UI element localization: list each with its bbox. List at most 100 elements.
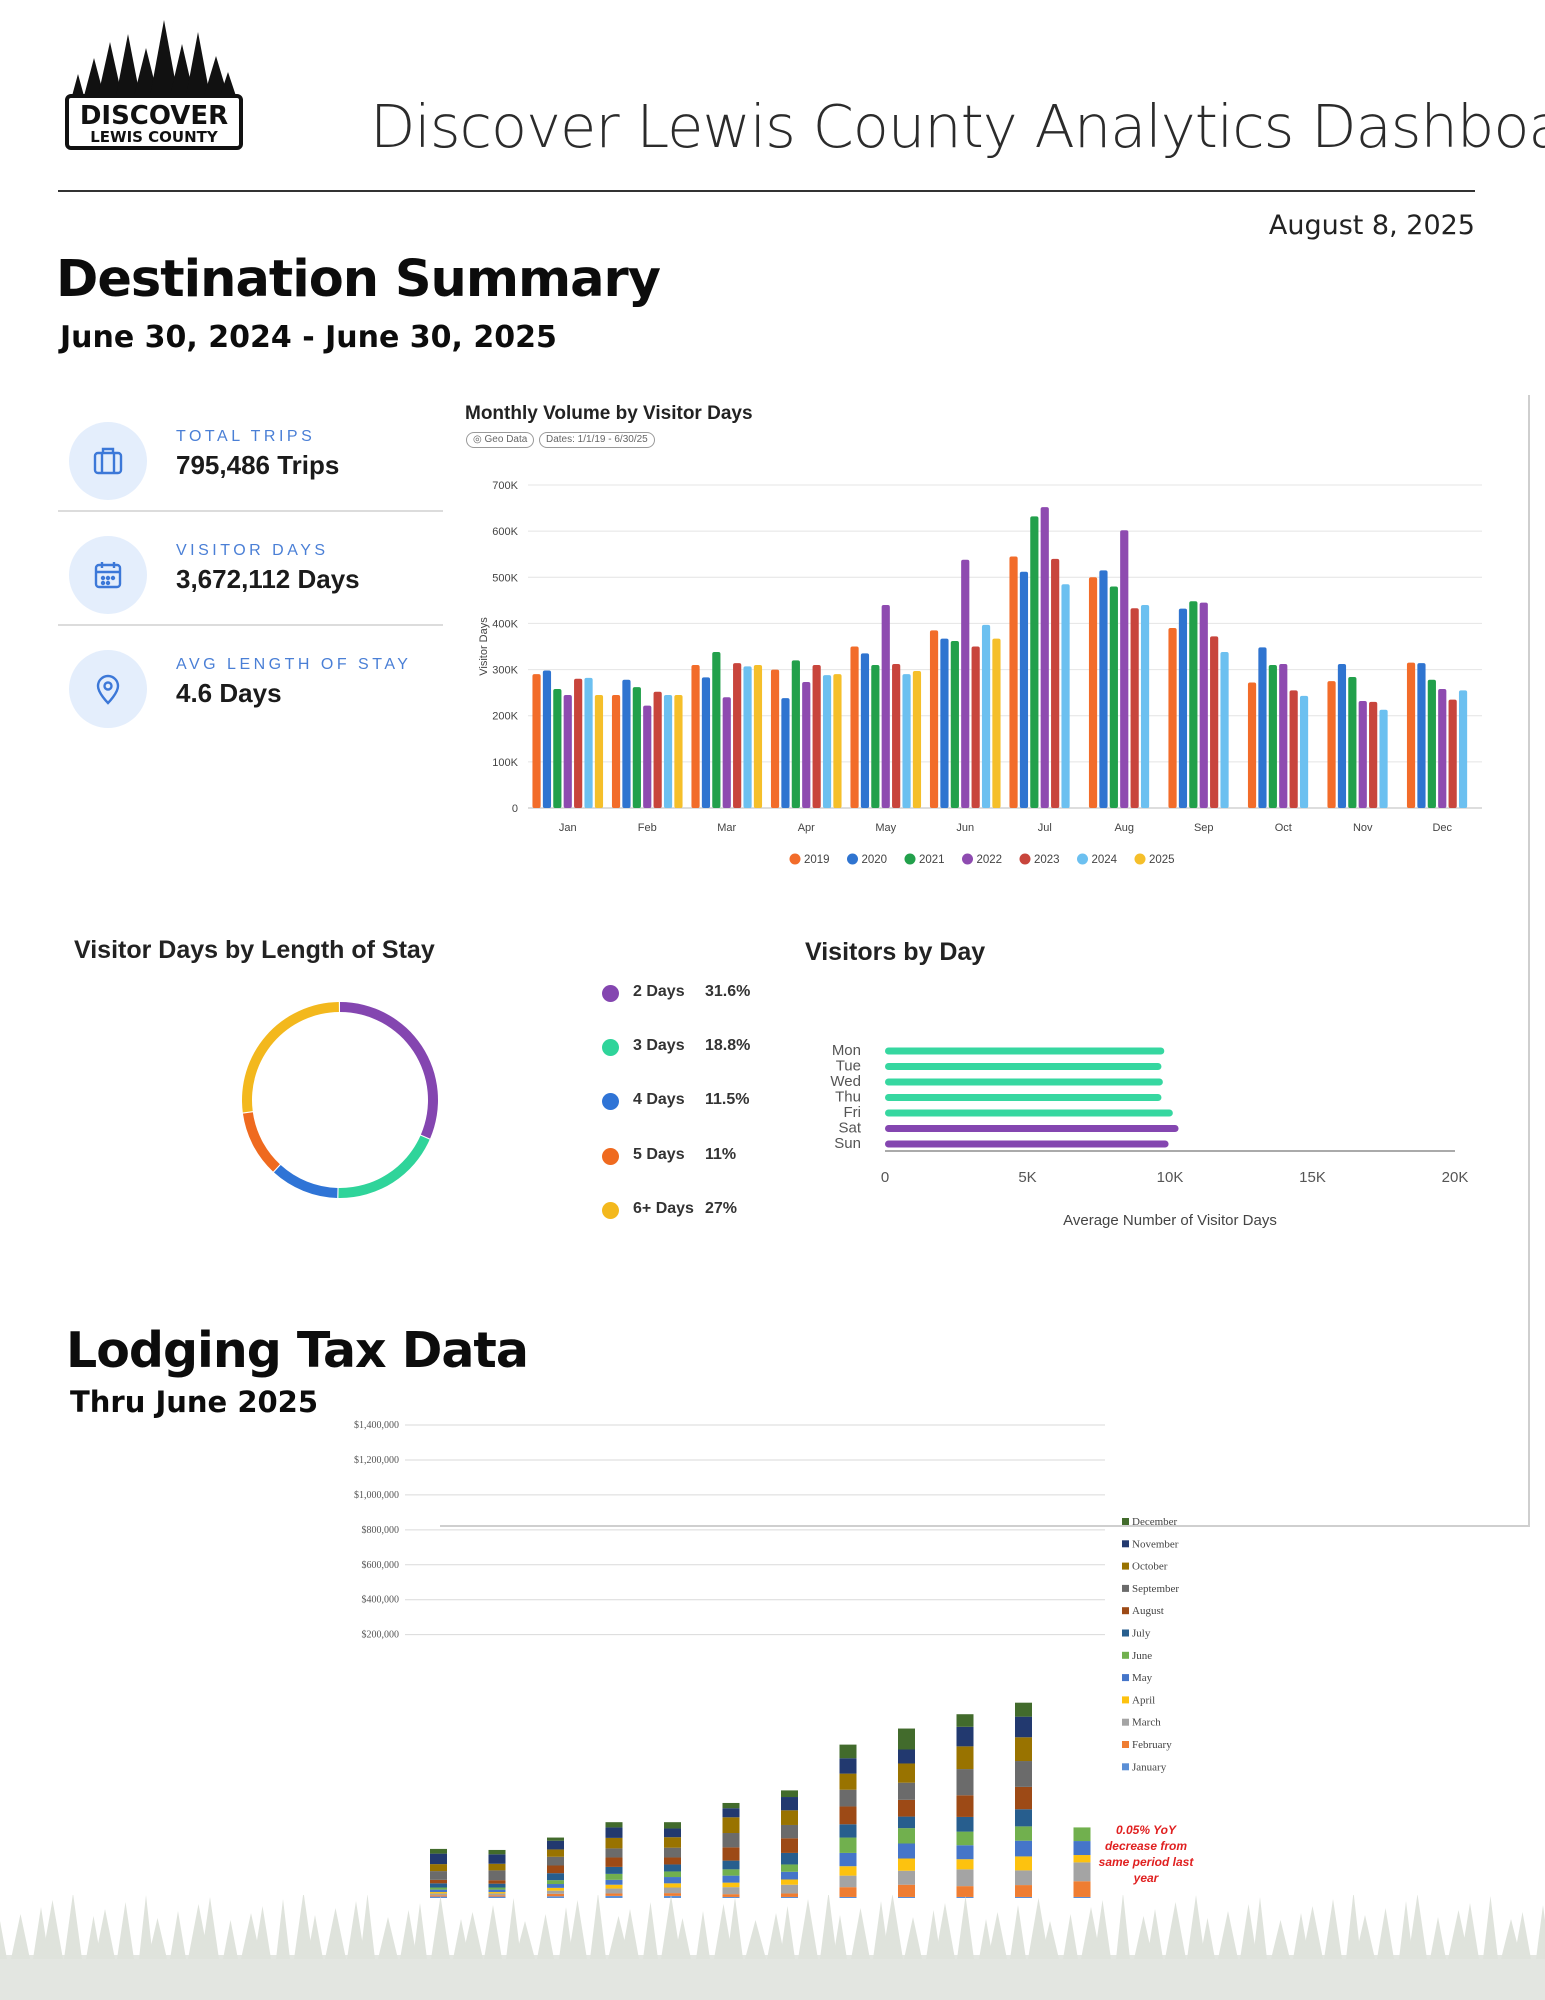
legend-label-2024: 2024	[1092, 854, 1118, 866]
stack-segment-september	[430, 1871, 447, 1880]
bar-2021-Sep	[1189, 601, 1198, 808]
stack-segment-august	[839, 1806, 857, 1825]
legend-name: 5 Days	[633, 1146, 685, 1163]
legend-marker-2023	[1019, 853, 1031, 865]
stack-segment-april	[664, 1883, 681, 1888]
visitors-by-day-title: Visitors by Day	[805, 938, 986, 966]
stack-segment-june	[605, 1873, 623, 1880]
stack-segment-october	[430, 1864, 447, 1872]
tree-shape	[0, 1921, 7, 1959]
stack-segment-october	[547, 1849, 564, 1857]
bar-2023-Apr	[812, 664, 821, 808]
stack-segment-november	[956, 1726, 974, 1747]
bar-2023-Nov	[1369, 701, 1378, 808]
bar-2022-Nov	[1358, 700, 1367, 808]
bar-2022-Feb	[643, 705, 652, 808]
stack-segment-september	[839, 1789, 857, 1807]
legend-dot	[602, 985, 619, 1002]
bar-2024-Jun	[981, 624, 991, 808]
stack-segment-october	[839, 1773, 857, 1790]
stack-segment-september	[956, 1769, 974, 1796]
tree-shape	[643, 1902, 658, 1959]
stack-segment-june	[664, 1871, 681, 1878]
bar-2024-Mar	[743, 666, 752, 808]
legend-marker-2020	[847, 853, 858, 865]
stack-segment-november	[488, 1854, 506, 1864]
stack-segment-july	[898, 1816, 915, 1829]
stack-segment-april	[1015, 1856, 1032, 1871]
stack-segment-june	[430, 1887, 447, 1890]
destination-summary-heading: Destination Summary	[56, 250, 661, 309]
legend-dot	[602, 1039, 619, 1056]
tree-shape	[95, 1909, 115, 1959]
bar-2019-Aug	[1088, 577, 1098, 808]
stack-segment-february	[1015, 1885, 1032, 1897]
stack-segment-november	[722, 1808, 740, 1818]
metric-value: 795,486 Trips	[176, 450, 340, 480]
stack-segment-august	[898, 1799, 915, 1817]
stack-segment-march	[781, 1884, 798, 1894]
tree-shape	[957, 1896, 974, 1959]
bar-2020-Mar	[701, 677, 711, 808]
metric-label: AVG LENGTH OF STAY	[176, 656, 412, 673]
bar-2019-May	[850, 646, 859, 808]
legend-marker-2019	[789, 853, 801, 865]
stack-segment-august	[547, 1865, 564, 1874]
y-tick-label: 100K	[492, 757, 518, 769]
stack-segment-april	[722, 1882, 740, 1888]
bar-2022-Jan	[563, 694, 572, 808]
donut-slice-6-days	[242, 1002, 339, 1113]
tree-shape	[833, 1915, 847, 1959]
y-axis-label: Visitor Days	[478, 617, 490, 676]
stack-segment-december	[898, 1728, 915, 1750]
stack-segment-may	[1015, 1840, 1032, 1857]
legend-marker-december	[1122, 1518, 1129, 1525]
legend-name: 6+ Days	[633, 1200, 694, 1217]
bar-2025-May	[912, 670, 922, 808]
bar-2023-Jul	[1051, 558, 1060, 808]
tree-shape	[42, 1900, 63, 1959]
stack-segment-march	[839, 1875, 857, 1888]
stack-segment-june	[488, 1887, 506, 1890]
bar-2024-Aug	[1140, 604, 1150, 808]
legend-marker-april	[1122, 1696, 1129, 1704]
day-label-sat: Sat	[838, 1120, 861, 1137]
bar-2019-Apr	[770, 669, 780, 808]
tree-shape	[851, 1908, 870, 1959]
tree-shape	[935, 1903, 955, 1959]
bar-2022-Apr	[802, 682, 811, 808]
stack-segment-september	[488, 1870, 506, 1881]
legend-label-february: February	[1132, 1739, 1172, 1751]
y-tick-label: $200,000	[362, 1630, 400, 1641]
stack-segment-december	[488, 1849, 506, 1855]
tree-shape	[1187, 1895, 1205, 1959]
tree-shape	[1324, 1899, 1342, 1959]
luggage-icon	[69, 422, 147, 500]
bar-2021-Apr	[791, 660, 800, 808]
bar-2021-Oct	[1268, 664, 1277, 808]
legend-marker-october	[1122, 1562, 1129, 1570]
x-tick-label: Nov	[1353, 822, 1373, 834]
tree-shape	[64, 1895, 82, 1959]
day-bar-sun	[885, 1140, 1169, 1148]
tree-shape	[1355, 1915, 1375, 1959]
tree-shape	[745, 1920, 766, 1959]
bar-2019-Nov	[1327, 681, 1336, 808]
tree-shape	[1461, 1903, 1479, 1959]
legend-percent: 18.8%	[705, 1037, 751, 1054]
day-bar-thu	[885, 1094, 1162, 1101]
stack-segment-july	[430, 1883, 447, 1888]
stack-segment-july	[664, 1864, 681, 1872]
stack-segment-august	[430, 1879, 447, 1884]
tree-shape	[1302, 1906, 1323, 1959]
legend-marker-2025	[1134, 853, 1146, 865]
bar-2022-Jul	[1040, 507, 1049, 808]
bar-2019-Sep	[1168, 628, 1177, 808]
bar-2025-Mar	[753, 664, 763, 808]
stack-segment-march	[430, 1893, 447, 1896]
tree-shape	[559, 1907, 573, 1959]
discover-lewis-county-logo: DISCOVER LEWIS COUNTY	[65, 20, 243, 150]
stack-segment-april	[898, 1858, 915, 1871]
stack-segment-september	[1015, 1761, 1032, 1787]
